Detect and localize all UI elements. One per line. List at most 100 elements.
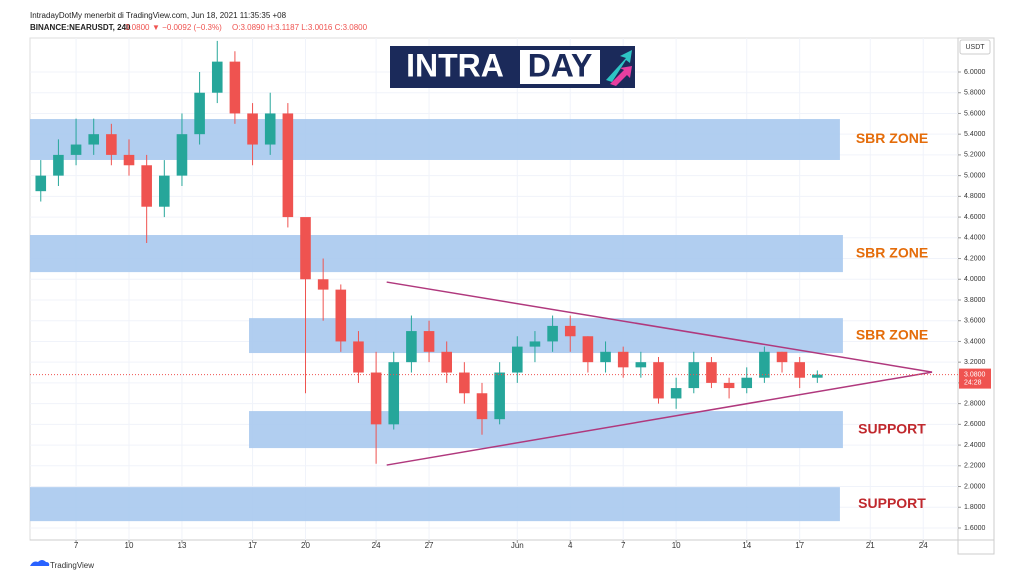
trendline [386, 371, 933, 466]
ohlc: O:3.0890 H:3.1187 L:3.0016 C:3.0800 [232, 23, 368, 32]
candle-body [670, 388, 682, 399]
candle-body [794, 362, 805, 378]
logo-arrow-up [606, 50, 632, 82]
tv-icon [30, 560, 50, 566]
candle-body [741, 377, 753, 389]
y-tick-label: 2.2000 [964, 463, 986, 470]
candle-body [706, 362, 717, 383]
y-tick-label: 4.0000 [964, 276, 986, 283]
y-tick-label: 1.8000 [964, 504, 986, 511]
x-tick-label: 17 [795, 541, 804, 550]
x-tick-label: 24 [372, 541, 381, 550]
candle-body [141, 165, 152, 207]
plot [30, 38, 958, 540]
y-tick-label: 3.2000 [964, 359, 986, 366]
y-tick-label: 4.6000 [964, 214, 986, 221]
candle-body [353, 341, 364, 373]
x-tick-label: 20 [301, 541, 310, 550]
candle-body [247, 113, 258, 145]
y-tick-label: 3.8000 [964, 297, 986, 304]
footer: TradingView [50, 561, 94, 570]
zone [30, 119, 840, 160]
y-tick-label: 5.0000 [964, 172, 986, 179]
y-tick-label: 5.2000 [964, 152, 986, 159]
candle-body [317, 279, 329, 290]
zone-label: SBR ZONE [856, 244, 928, 260]
candle-body [423, 331, 435, 352]
candle-body [759, 351, 770, 378]
y-tick-label: 2.4000 [964, 442, 986, 449]
candle-body [264, 113, 276, 145]
candle-body [53, 154, 64, 176]
candle-body [776, 351, 788, 363]
candle-body [176, 134, 188, 176]
candle-body [229, 61, 241, 114]
candle-body [582, 336, 594, 363]
zone-label: SBR ZONE [856, 130, 928, 146]
x-tick-label: 17 [248, 541, 257, 550]
zone-label: SUPPORT [858, 495, 926, 511]
x-tick-label: 13 [178, 541, 187, 550]
x-tick-label: 7 [74, 541, 79, 550]
candle-body [441, 351, 452, 373]
x-tick-label: 10 [672, 541, 681, 550]
x-tick-label: 24 [919, 541, 928, 550]
y-tick-label: 3.6000 [964, 318, 986, 325]
logo-left: INTRA [406, 47, 504, 83]
zone-label: SBR ZONE [856, 326, 928, 342]
candle-body [723, 382, 735, 389]
candle-body [688, 362, 700, 389]
currency-box [959, 39, 991, 55]
logo-arrow-down [610, 66, 632, 86]
y-tick-label: 6.0000 [964, 69, 986, 76]
zone [249, 411, 843, 449]
candle-body [512, 346, 523, 373]
y-tick-label: 2.0000 [964, 483, 986, 490]
logo: INTRA DAY [390, 46, 635, 88]
zone [249, 318, 843, 354]
last-price-label: 3.0800 [964, 371, 986, 378]
publisher: IntradayDotMy menerbit di TradingView.co… [30, 11, 287, 20]
candle-body [812, 374, 823, 378]
symbol: BINANCE:NEARUSDT, 240 [30, 23, 131, 32]
candle-body [388, 362, 400, 425]
logo-inner [520, 50, 600, 84]
y-tick-label: 5.8000 [964, 90, 986, 97]
candle-body [547, 325, 558, 342]
y-tick-label: 4.8000 [964, 193, 986, 200]
trendline [386, 281, 933, 373]
y-tick-label: 2.8000 [964, 400, 986, 407]
candle-body [370, 372, 382, 425]
x-tick-label: 14 [742, 541, 751, 550]
x-tick-label: 21 [866, 541, 875, 550]
x-tick-label: 27 [425, 541, 434, 550]
x-tick-label: Jun [511, 541, 524, 550]
x-tick-label: 7 [621, 541, 626, 550]
candle-body [194, 92, 205, 135]
candle-body [600, 351, 611, 363]
candle-body [617, 351, 629, 368]
countdown: 24:28 [964, 379, 982, 386]
candle-body [123, 154, 135, 166]
candle-body [406, 331, 417, 363]
candle-body [476, 393, 488, 420]
candle-body [653, 362, 664, 399]
candle-body [635, 362, 647, 368]
y-tick-label: 5.4000 [964, 131, 986, 138]
zone [30, 487, 840, 522]
candle-body [35, 175, 47, 192]
candle-body [300, 217, 311, 280]
candle-body [70, 144, 82, 155]
y-tick-label: 3.4000 [964, 338, 986, 345]
y-tick-label: 4.4000 [964, 235, 986, 242]
zone-label: SUPPORT [858, 420, 926, 436]
price-axis [957, 37, 995, 555]
candle-body [335, 289, 347, 342]
candle-body [494, 372, 505, 420]
zone [30, 235, 843, 273]
y-tick-label: 2.6000 [964, 421, 986, 428]
y-tick-label: 5.6000 [964, 110, 986, 117]
candle-body [88, 134, 100, 145]
candle-body [211, 61, 223, 93]
